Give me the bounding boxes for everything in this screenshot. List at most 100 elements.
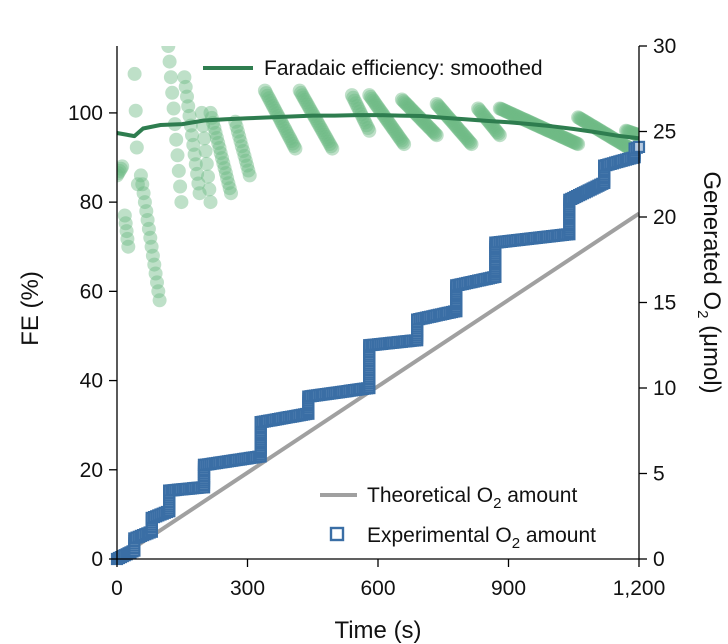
fe-point (303, 102, 318, 117)
fe-point (359, 118, 374, 133)
fe-point (384, 119, 399, 133)
fe-point (322, 137, 337, 151)
fe-point (491, 126, 506, 141)
fe-point (314, 123, 329, 137)
fe-point (120, 231, 135, 246)
fe-point (265, 98, 280, 113)
y-right-tick-label: 25 (653, 121, 676, 144)
fe-point (547, 126, 562, 141)
fe-point (424, 122, 439, 137)
y-right-axis-title-suffix: (μmol) (698, 318, 725, 393)
fe-point (145, 248, 160, 263)
x-tick-label: 0 (111, 577, 123, 600)
fe-point (350, 99, 365, 114)
fe-point (554, 129, 569, 144)
fe-point (165, 85, 180, 100)
fe-point (396, 93, 411, 108)
fe-point (551, 128, 566, 143)
legend-fe-label: Faradaic efficiency: smoothed (264, 57, 543, 80)
y-right-axis-title-sub: 2 (694, 310, 711, 318)
fe-point (569, 136, 584, 151)
fe-point (136, 186, 151, 201)
fe-point (473, 104, 488, 119)
fe-point (496, 103, 511, 118)
fe-point (362, 123, 377, 138)
legend-experimental-label-prefix: Experimental O (367, 524, 512, 547)
fe-point (133, 168, 148, 183)
fe-point (368, 97, 383, 112)
fe-point (188, 157, 203, 172)
fe-point (564, 134, 579, 149)
fe-point (130, 177, 145, 192)
fe-point (185, 128, 199, 143)
fe-point (166, 101, 181, 116)
fe-point (492, 128, 507, 143)
fe-point (405, 103, 420, 118)
fe-point (489, 123, 503, 138)
fe-point (217, 161, 232, 176)
fe-point (556, 130, 571, 145)
fe-point (434, 102, 449, 117)
fe-point (578, 115, 593, 130)
y-right-tick-label: 0 (653, 548, 665, 571)
fe-point (568, 135, 583, 150)
fe-point (433, 101, 448, 116)
fe-point (490, 125, 505, 140)
x-tick-label: 900 (491, 577, 526, 600)
fe-point (450, 120, 465, 135)
fe-point (394, 133, 409, 148)
legend-theoretical-label-sub: 2 (493, 495, 501, 512)
fe-point (429, 128, 444, 143)
fe-point (230, 124, 245, 139)
fe-point (575, 112, 589, 127)
fe-point (287, 139, 301, 154)
fe-point (297, 92, 312, 107)
fe-point (425, 124, 440, 139)
fe-point (495, 102, 510, 117)
fe-point (459, 131, 474, 146)
fe-point (416, 115, 431, 129)
fe-smoothed-line (116, 113, 640, 141)
fe-point (393, 131, 408, 146)
fe-point (422, 120, 436, 135)
fe-point (512, 110, 527, 125)
fe-point (233, 134, 248, 149)
theoretical-line (115, 211, 641, 561)
fe-point (429, 97, 444, 111)
fe-point (234, 139, 249, 154)
fe-point (451, 122, 466, 137)
fe-point (382, 117, 397, 132)
fe-point (169, 132, 184, 147)
fe-point (494, 102, 509, 116)
fe-point (263, 93, 278, 108)
theoretical-series (115, 211, 641, 561)
fe-point (129, 140, 144, 155)
legend-theoretical-label-suffix: amount (501, 484, 577, 507)
fe-point (313, 120, 328, 135)
fe-point (178, 79, 193, 94)
fe-point (395, 135, 410, 150)
fe-point (386, 122, 401, 137)
fe-point (117, 166, 126, 181)
fe-point (581, 116, 596, 131)
fe-point (275, 116, 290, 131)
fe-point (347, 93, 362, 108)
fe-point (135, 177, 150, 192)
fe-point (276, 118, 291, 133)
fe-point (546, 125, 561, 140)
fe-point (366, 93, 381, 108)
fe-point (362, 88, 377, 103)
fe-point (121, 239, 136, 254)
fe-point (203, 195, 218, 210)
fe-point (140, 213, 155, 227)
fe-point (192, 186, 207, 201)
fe-point (486, 120, 501, 135)
fe-point (474, 106, 489, 121)
fe-point (367, 95, 382, 110)
fe-point (509, 109, 524, 124)
fe-point (318, 130, 333, 144)
fe-point (207, 121, 222, 135)
fe-point (311, 116, 325, 131)
fe-point (215, 151, 229, 166)
